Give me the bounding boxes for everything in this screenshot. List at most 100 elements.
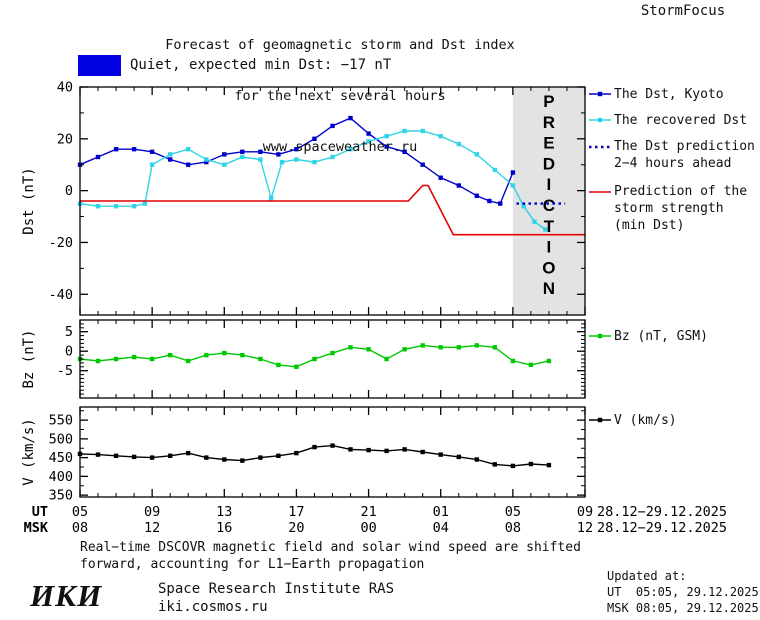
marker-v [113,453,119,458]
iki-logo: ИКИ [30,578,103,613]
marker-bz [240,352,245,358]
marker-bz [294,364,299,369]
marker-v [240,458,245,463]
brand-stormfocus: StormFocus [640,3,726,19]
y-tick-label: -5 [57,363,73,379]
marker-bz [384,356,389,362]
marker-v [402,447,407,452]
marker-dst-kyoto [384,144,389,149]
legend-sample-marker-bz [597,333,603,339]
marker-bz [474,343,479,348]
legend-label-recovered-dst: The recovered Dst [614,113,748,128]
marker-dst-kyoto [149,149,155,154]
x-tick-label-msk-4: 00 [360,520,376,536]
prediction-band-letter: I [547,238,552,257]
marker-bz [510,358,516,364]
msk-date-range: 28.12−29.12.2025 [597,520,727,536]
marker-dst-kyoto [498,201,503,206]
marker-dst-kyoto [204,159,209,165]
marker-recovered-dst [510,183,516,188]
updated-at-ut: UT 05:05, 29.12.2025 [607,585,759,599]
marker-v [474,457,479,462]
page-title: Forecast of geomagnetic storm and Dst in… [78,3,602,190]
institute-name: Space Research Institute RAS [158,581,395,597]
marker-dst-kyoto [312,136,317,141]
marker-recovered-dst [366,139,371,144]
marker-dst-kyoto [474,193,479,198]
marker-dst-kyoto [348,115,353,121]
marker-v [420,449,425,455]
marker-dst-kyoto [186,162,191,167]
y-tick-label: 350 [49,488,73,504]
x-tick-label-ut-4: 21 [360,504,376,520]
marker-bz [149,356,155,362]
y-tick-label: 20 [57,131,73,147]
y-tick-label: 5 [65,324,73,340]
marker-dst-kyoto [168,157,173,162]
marker-bz [492,345,497,350]
status-color-swatch [78,54,121,76]
marker-bz [168,352,173,358]
ut-row-header: UT [32,504,48,520]
marker-recovered-dst [168,152,173,157]
marker-recovered-dst [402,128,407,134]
y-tick-label: 550 [49,413,73,429]
x-tick-label-msk-1: 12 [144,520,160,536]
marker-recovered-dst [330,154,335,160]
marker-v [204,455,209,460]
ut-date-range: 28.12−29.12.2025 [597,504,727,520]
marker-recovered-dst [456,141,461,147]
legend-sample-marker-v [597,417,603,423]
legend-label-storm-2: storm strength [614,201,724,216]
y-axis-label-v: V (km/s) [21,418,37,485]
marker-dst-kyoto [456,183,461,188]
prediction-band [512,87,585,315]
marker-dst-kyoto [420,162,425,167]
prediction-band-letter: I [547,175,552,194]
legend-label-dst-prediction-2: 2−4 hours ahead [614,156,732,171]
legend-sample-marker-dst-kyoto [597,91,603,97]
marker-v [384,448,389,454]
marker-dst-kyoto [276,152,281,157]
marker-dst-kyoto [510,170,516,175]
marker-recovered-dst [492,167,497,173]
marker-dst-kyoto [294,147,299,152]
title-line-1: Forecast of geomagnetic storm and Dst in… [165,37,515,53]
msk-row-header: MSK [24,520,49,536]
marker-recovered-dst [131,204,137,209]
status-label: Quiet, expected min Dst: −17 nT [130,57,392,73]
marker-v [168,453,173,458]
marker-recovered-dst [312,159,317,165]
series-recovered-dst [79,130,546,231]
storm-status: Quiet, expected min Dst: −17 nT [78,54,391,76]
y-axis-label-bz: Bz (nT) [21,329,37,388]
marker-dst-kyoto [330,123,335,129]
footer-note-line-2: forward, accounting for L1−Earth propaga… [80,557,425,572]
marker-v [186,450,191,456]
marker-v [528,461,534,467]
marker-v [294,450,299,456]
y-tick-label: -40 [49,287,73,303]
y-tick-label: 0 [65,183,73,199]
prediction-band-letter: T [544,217,555,236]
institute-site-url: iki.cosmos.ru [158,599,268,615]
updated-at-msk: MSK 08:05, 29.12.2025 [607,601,759,615]
marker-v [348,447,353,452]
marker-v [366,447,371,453]
series-bz [79,344,550,368]
x-tick-label-ut-0: 05 [72,504,88,520]
x-tick-label-ut-3: 17 [288,504,304,520]
marker-recovered-dst [222,162,227,167]
marker-v [456,454,461,460]
legend-label-dst-prediction-1: The Dst prediction [614,139,755,154]
marker-bz [276,362,281,368]
x-tick-label-msk-7: 12 [577,520,593,536]
marker-bz [222,350,227,356]
x-tick-label-ut-6: 05 [505,504,521,520]
marker-bz [366,347,371,352]
marker-dst-kyoto [131,147,137,152]
prediction-band-letter: N [543,279,555,298]
legend-label-dst-kyoto: The Dst, Kyoto [614,87,724,102]
prediction-band-letter: E [543,134,554,153]
